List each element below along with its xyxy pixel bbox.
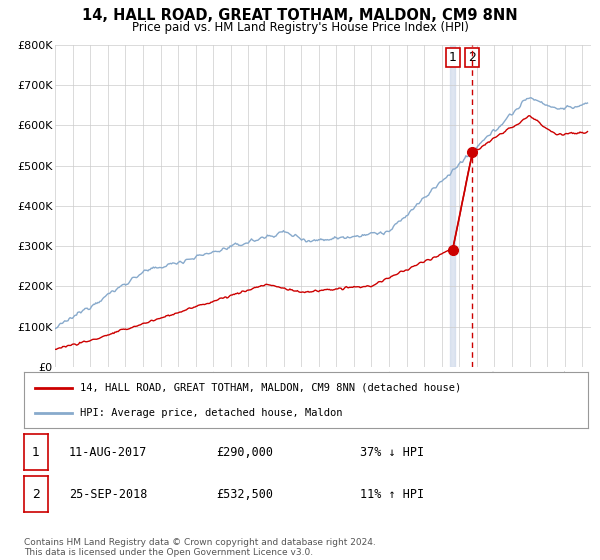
Text: 11% ↑ HPI: 11% ↑ HPI — [360, 488, 424, 501]
Text: £532,500: £532,500 — [216, 488, 273, 501]
Text: 1: 1 — [32, 446, 40, 459]
Bar — [450, 45, 455, 367]
Text: 2: 2 — [469, 51, 476, 64]
Text: 37% ↓ HPI: 37% ↓ HPI — [360, 446, 424, 459]
Text: 2: 2 — [32, 488, 40, 501]
Text: Price paid vs. HM Land Registry's House Price Index (HPI): Price paid vs. HM Land Registry's House … — [131, 21, 469, 34]
Text: 11-AUG-2017: 11-AUG-2017 — [69, 446, 148, 459]
Text: 25-SEP-2018: 25-SEP-2018 — [69, 488, 148, 501]
Text: £290,000: £290,000 — [216, 446, 273, 459]
Text: 1: 1 — [449, 51, 457, 64]
Text: 14, HALL ROAD, GREAT TOTHAM, MALDON, CM9 8NN: 14, HALL ROAD, GREAT TOTHAM, MALDON, CM9… — [82, 8, 518, 24]
Text: HPI: Average price, detached house, Maldon: HPI: Average price, detached house, Mald… — [80, 408, 343, 418]
Text: 14, HALL ROAD, GREAT TOTHAM, MALDON, CM9 8NN (detached house): 14, HALL ROAD, GREAT TOTHAM, MALDON, CM9… — [80, 382, 461, 393]
Text: Contains HM Land Registry data © Crown copyright and database right 2024.
This d: Contains HM Land Registry data © Crown c… — [24, 538, 376, 557]
